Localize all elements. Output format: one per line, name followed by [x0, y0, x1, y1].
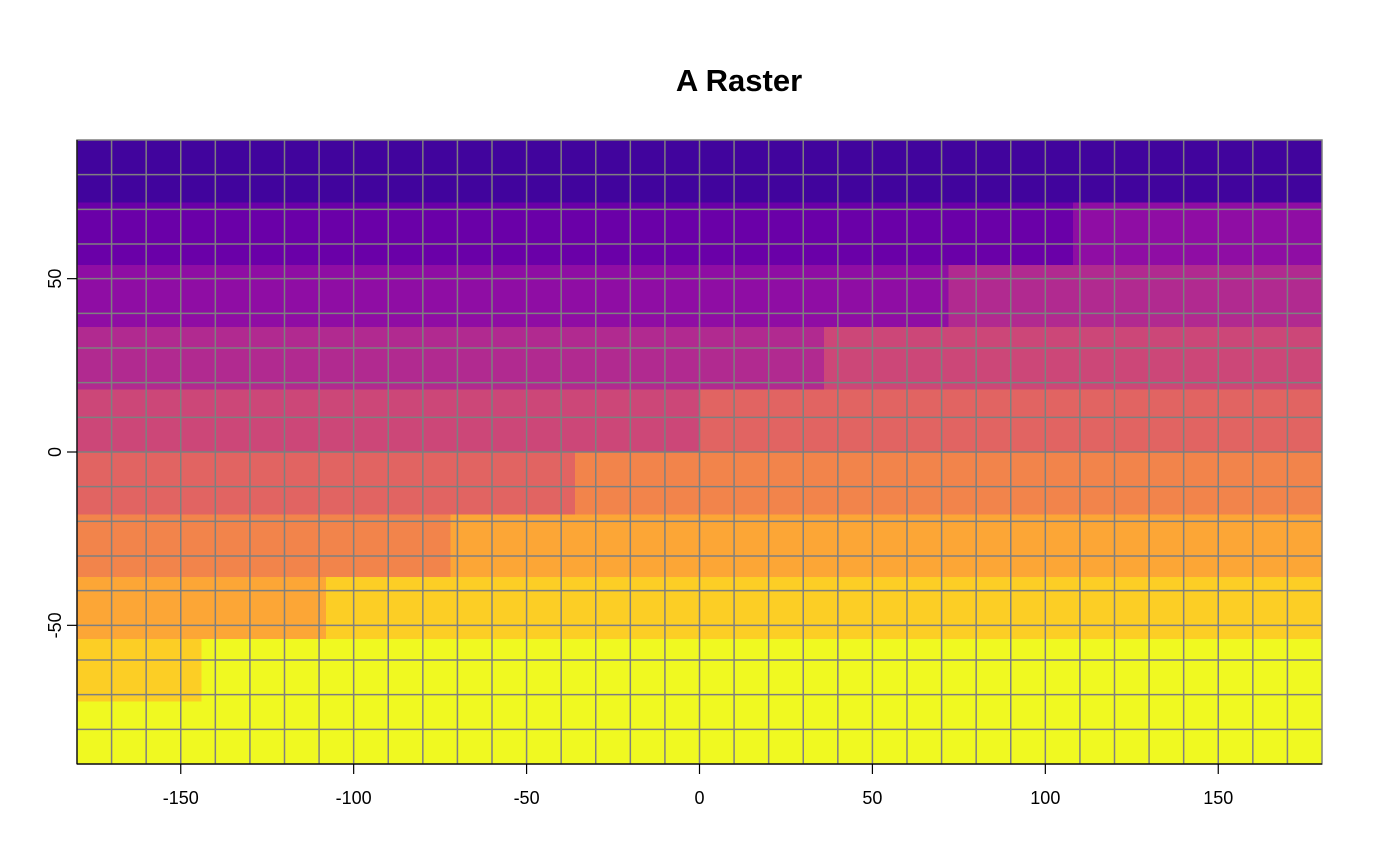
raster-cell — [77, 327, 203, 391]
raster-cell — [201, 389, 327, 453]
raster-cell — [575, 701, 701, 765]
raster-cell — [575, 327, 701, 391]
raster-cell — [1073, 701, 1199, 765]
raster-cell — [77, 140, 203, 203]
raster-cell — [824, 514, 950, 578]
raster-cell — [1197, 389, 1323, 453]
raster-cell — [824, 389, 950, 453]
raster-cell — [450, 389, 576, 453]
raster-cell — [201, 327, 327, 391]
raster-cell — [1197, 327, 1323, 391]
raster-cell — [77, 452, 203, 515]
raster-cell — [699, 452, 825, 515]
raster-cell — [77, 514, 203, 578]
x-tick-label: 100 — [1030, 788, 1060, 808]
raster-cell — [824, 140, 950, 203]
raster-cell — [699, 701, 825, 765]
raster-cell — [575, 202, 701, 266]
raster-cell — [575, 576, 701, 640]
raster-cell — [201, 140, 327, 203]
raster-cell — [824, 639, 950, 703]
raster-cell — [1197, 202, 1323, 266]
raster-cell — [77, 576, 203, 640]
raster-cell — [699, 389, 825, 453]
raster-cell — [450, 140, 576, 203]
raster-cell — [1073, 639, 1199, 703]
raster-cell — [450, 639, 576, 703]
x-tick-label: -150 — [163, 788, 199, 808]
raster-cell — [1197, 701, 1323, 765]
raster-cell — [575, 639, 701, 703]
raster-cell — [77, 389, 203, 453]
raster-cell — [1197, 576, 1323, 640]
raster-cell — [1073, 202, 1199, 266]
raster-cell — [1197, 140, 1323, 203]
raster-cell — [575, 264, 701, 328]
raster-cell — [824, 202, 950, 266]
x-tick-label: 50 — [862, 788, 882, 808]
raster-cell — [450, 701, 576, 765]
raster-cell — [699, 264, 825, 328]
raster-cell — [824, 452, 950, 515]
grid-lines — [77, 140, 1322, 764]
raster-cell — [699, 327, 825, 391]
raster-cell — [450, 327, 576, 391]
raster-cell — [1073, 140, 1199, 203]
x-tick-label: -100 — [336, 788, 372, 808]
raster-cell — [77, 639, 203, 703]
raster-cell — [824, 701, 950, 765]
y-tick-label: 0 — [45, 447, 65, 457]
raster-cell — [450, 202, 576, 266]
raster-cell — [1073, 264, 1199, 328]
y-tick-label: -50 — [45, 612, 65, 638]
raster-cell — [1073, 327, 1199, 391]
raster-cell — [1197, 514, 1323, 578]
raster-cell — [699, 639, 825, 703]
raster-cell — [699, 576, 825, 640]
raster-cell — [201, 639, 327, 703]
x-tick-label: 0 — [694, 788, 704, 808]
y-tick-label: 50 — [45, 269, 65, 289]
raster-cell — [201, 514, 327, 578]
raster-cell — [450, 514, 576, 578]
raster-cell — [201, 264, 327, 328]
raster-cell — [575, 140, 701, 203]
x-axis: -150 -100 -50 0 50 100 150 — [77, 763, 1322, 808]
raster-cell — [1197, 639, 1323, 703]
x-tick-label: 150 — [1203, 788, 1233, 808]
raster-cell — [1073, 576, 1199, 640]
raster-cell — [1197, 264, 1323, 328]
raster-cell — [450, 264, 576, 328]
raster-cell — [1073, 514, 1199, 578]
raster-cell — [450, 576, 576, 640]
raster-cell — [699, 514, 825, 578]
raster-cell — [201, 452, 327, 515]
x-tick-label: -50 — [514, 788, 540, 808]
raster-cell — [201, 701, 327, 765]
raster-cell — [1073, 389, 1199, 453]
raster-cell — [824, 327, 950, 391]
raster-cell — [575, 452, 701, 515]
y-axis: -50 0 50 — [45, 140, 78, 764]
raster-cell — [699, 202, 825, 266]
raster-cell — [450, 452, 576, 515]
raster-cell — [201, 576, 327, 640]
raster-cell — [77, 202, 203, 266]
chart-title: A Raster — [676, 63, 802, 98]
raster-cell — [575, 389, 701, 453]
raster-cell — [575, 514, 701, 578]
raster-cell — [1073, 452, 1199, 515]
raster-cell — [77, 701, 203, 765]
raster-cell — [201, 202, 327, 266]
raster-cell — [824, 264, 950, 328]
raster-cell — [699, 140, 825, 203]
raster-cell — [1197, 452, 1323, 515]
raster-cell — [77, 264, 203, 328]
raster-cell — [824, 576, 950, 640]
